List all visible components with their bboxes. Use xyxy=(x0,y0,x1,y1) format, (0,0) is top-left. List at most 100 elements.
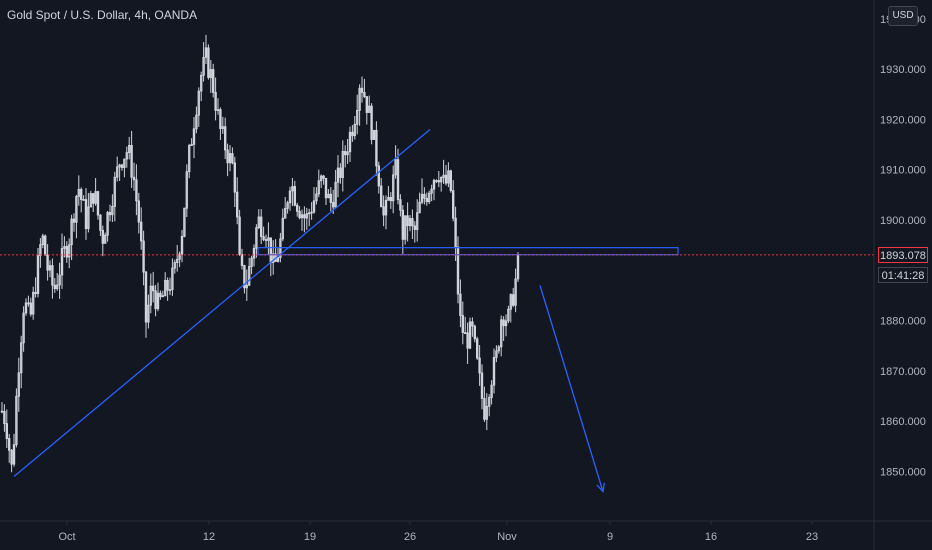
candle-body xyxy=(348,131,352,153)
x-tick-label: 19 xyxy=(304,531,316,543)
candle-body xyxy=(231,153,234,164)
candle-body xyxy=(22,312,25,344)
candle-body xyxy=(0,410,4,413)
candle-body xyxy=(461,315,465,333)
candle-body xyxy=(473,325,477,340)
y-tick-label: 1920.000 xyxy=(880,114,926,126)
candle-body xyxy=(281,217,285,240)
candle-body xyxy=(125,152,129,160)
candle-body xyxy=(235,191,239,218)
candle-body xyxy=(39,244,42,257)
candle-body xyxy=(41,235,45,245)
candle-body xyxy=(173,262,177,269)
candle-body xyxy=(406,215,409,227)
candle-body xyxy=(384,199,388,216)
candle-body xyxy=(387,196,390,201)
candle-body xyxy=(240,254,244,266)
candle-body xyxy=(56,284,59,290)
candle-body xyxy=(5,423,9,439)
candle-body xyxy=(175,258,179,263)
candle-body xyxy=(96,191,100,216)
candle-body xyxy=(166,279,169,291)
candle-body xyxy=(51,265,54,286)
candle-body xyxy=(32,291,35,315)
candle-body xyxy=(75,195,78,223)
candle-body xyxy=(291,186,294,192)
candle-body xyxy=(63,246,66,249)
candle-body xyxy=(490,384,493,398)
candle-body xyxy=(310,211,313,214)
candle-body xyxy=(346,151,349,156)
candle-body xyxy=(382,206,385,216)
candle-body xyxy=(53,284,57,290)
candle-body xyxy=(432,180,436,190)
x-tick-label: 16 xyxy=(705,531,717,543)
candle-body xyxy=(250,257,253,267)
candle-body xyxy=(430,188,433,194)
candle-body xyxy=(209,69,213,78)
candle-body xyxy=(130,145,133,178)
candle-body xyxy=(497,346,501,352)
candle-body xyxy=(161,295,165,298)
candle-body xyxy=(27,302,30,305)
candle-body xyxy=(300,214,304,219)
currency-button[interactable]: USD xyxy=(888,6,918,26)
candle-body xyxy=(478,357,481,374)
candle-body xyxy=(480,372,484,399)
y-tick-label: 1870.000 xyxy=(880,366,926,378)
candle-body xyxy=(303,214,306,219)
projection-arrow-line xyxy=(539,285,604,492)
candle-body xyxy=(317,180,321,195)
candle-body xyxy=(495,350,498,358)
candle-body xyxy=(29,302,33,315)
candle-body xyxy=(135,179,138,202)
candle-body xyxy=(307,212,311,215)
candle-body xyxy=(7,438,11,451)
chart-title: Gold Spot / U.S. Dollar, 4h, OANDA xyxy=(7,8,198,22)
candle-body xyxy=(499,319,503,348)
projection-arrow-head xyxy=(596,482,606,494)
candle-body xyxy=(367,105,371,113)
candle-body xyxy=(339,167,342,178)
x-tick-label: Nov xyxy=(497,531,517,543)
candle-body xyxy=(34,291,37,295)
candle-body xyxy=(288,190,292,204)
candle-body xyxy=(336,167,340,183)
drawings-group xyxy=(0,128,874,494)
candle-body xyxy=(195,114,198,130)
candle-body xyxy=(262,236,265,240)
candle-body xyxy=(163,279,167,297)
candle-body xyxy=(507,308,510,322)
candle-body xyxy=(199,74,203,92)
candle-body xyxy=(92,193,95,204)
candle-body xyxy=(267,237,270,241)
candle-body xyxy=(10,449,13,465)
candle-body xyxy=(116,166,119,178)
candle-body xyxy=(504,320,508,327)
candle-body xyxy=(211,69,215,93)
candle-body xyxy=(17,372,21,397)
candle-body xyxy=(454,217,457,248)
candle-body xyxy=(60,248,64,276)
x-tick-label: 12 xyxy=(203,531,215,543)
candle-body xyxy=(471,321,474,327)
candle-body xyxy=(456,246,460,295)
candle-body xyxy=(389,196,393,202)
candle-body xyxy=(502,319,505,327)
candle-body xyxy=(259,216,263,237)
candle-body xyxy=(233,162,237,193)
candle-body xyxy=(99,214,102,231)
candle-body xyxy=(334,181,337,208)
candle-body xyxy=(355,110,359,125)
candle-body xyxy=(151,285,155,292)
candle-body xyxy=(487,397,491,407)
candle-body xyxy=(257,216,261,229)
candle-body xyxy=(159,292,162,297)
candle-body xyxy=(108,211,112,216)
candle-body xyxy=(315,193,318,202)
time-axis[interactable]: Oct 12 19 26 Nov 9 16 23 xyxy=(58,521,818,543)
candle-body xyxy=(372,129,376,140)
candle-body xyxy=(343,151,347,156)
candle-body xyxy=(82,199,85,201)
